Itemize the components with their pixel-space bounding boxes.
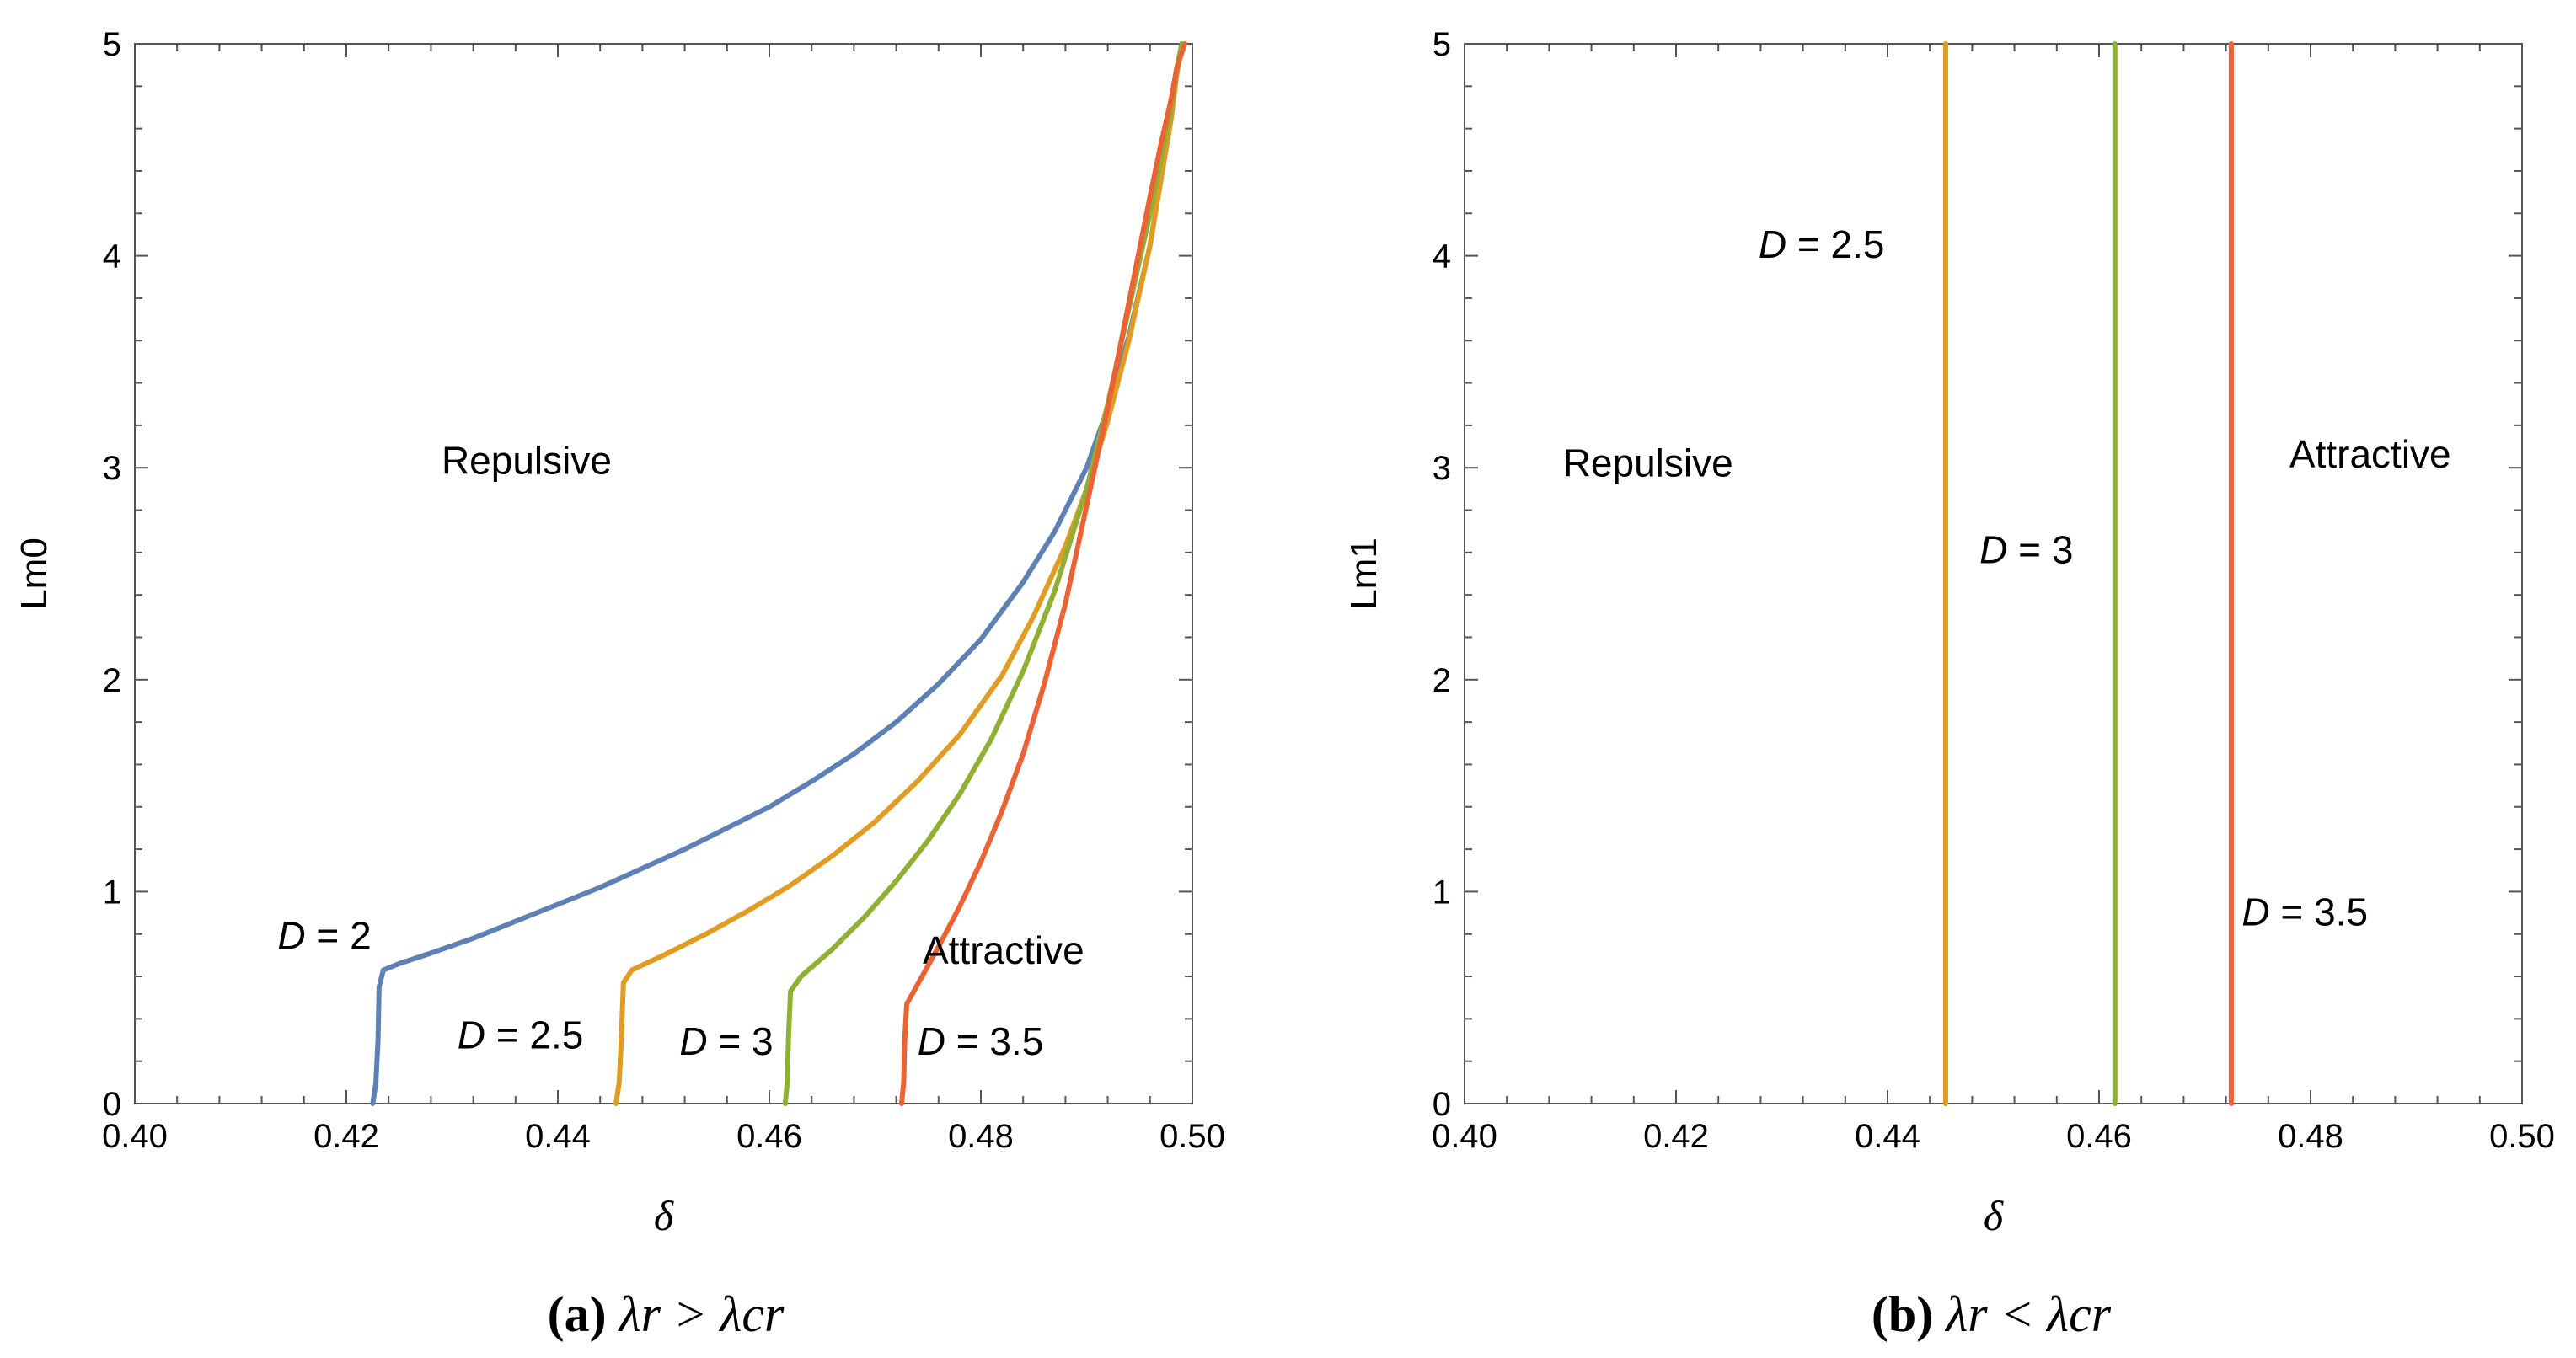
x-tick-label: 0.44 bbox=[1855, 1118, 1920, 1155]
x-tick-label: 0.40 bbox=[102, 1118, 168, 1155]
annotation-var: D bbox=[1759, 222, 1786, 266]
annotation: Repulsive bbox=[442, 439, 612, 483]
panel-caption: (a) λr > λcr bbox=[548, 1286, 785, 1342]
annotation-text: = 2 bbox=[306, 913, 372, 957]
y-tick-label: 3 bbox=[103, 450, 121, 487]
annotation-var: D bbox=[1979, 527, 2007, 571]
annotation-var: D bbox=[277, 913, 305, 957]
panel-b: 0.40 0.42 0.44 0.46 0.48 0.50 0 1 2 3 4 5 δ Lm1 D = 2.… bbox=[1343, 26, 2555, 1342]
annotation-text: = 3.5 bbox=[945, 1019, 1043, 1063]
annotation-text: Repulsive bbox=[1563, 441, 1733, 484]
annotation-text: = 3 bbox=[2007, 527, 2073, 571]
caption-gap bbox=[1933, 1286, 1946, 1342]
x-tick-label: 0.50 bbox=[1159, 1118, 1225, 1155]
plot-frame bbox=[134, 43, 1193, 1104]
caption-letter: (b) bbox=[1872, 1286, 1933, 1342]
y-tick-label: 5 bbox=[103, 26, 121, 63]
y-tick-label: 0 bbox=[103, 1086, 121, 1123]
y-tick-label: 5 bbox=[1433, 26, 1451, 63]
annotation-var: D bbox=[2241, 890, 2269, 934]
series-line-3 bbox=[898, 41, 1188, 1106]
annotation-var: D bbox=[458, 1013, 485, 1057]
y-tick-label: 2 bbox=[103, 662, 121, 699]
annotation: D = 2.5 bbox=[458, 1013, 584, 1057]
annotation-text: Attractive bbox=[2289, 432, 2451, 476]
x-tick-label: 0.42 bbox=[1643, 1118, 1709, 1155]
x-tick-label: 0.42 bbox=[313, 1118, 379, 1155]
y-tick-label: 2 bbox=[1433, 662, 1451, 699]
annotation-var: D bbox=[679, 1019, 707, 1063]
annotation-text: Repulsive bbox=[442, 439, 612, 483]
caption-formula: λr < λcr bbox=[1944, 1286, 2111, 1342]
annotation-text: = 3 bbox=[708, 1019, 774, 1063]
annotation-text: = 2.5 bbox=[1786, 222, 1884, 266]
y-tick-label: 3 bbox=[1433, 450, 1451, 487]
annotation: D = 3.5 bbox=[918, 1019, 1044, 1063]
x-tick-label: 0.46 bbox=[736, 1118, 802, 1155]
panel-caption: (b) λr < λcr bbox=[1872, 1286, 2112, 1342]
annotation: D = 2 bbox=[277, 913, 371, 957]
annotation-text: Attractive bbox=[923, 928, 1084, 972]
y-tick-label: 0 bbox=[1433, 1086, 1451, 1123]
x-axis-label: δ bbox=[1984, 1192, 2004, 1239]
annotation: Attractive bbox=[2289, 432, 2451, 476]
caption-gap bbox=[607, 1286, 619, 1342]
x-tick-label: 0.48 bbox=[948, 1118, 1014, 1155]
y-tick-label: 1 bbox=[103, 874, 121, 911]
caption-letter: (a) bbox=[548, 1286, 607, 1342]
plot-frame bbox=[1464, 43, 2523, 1104]
x-tick-label: 0.50 bbox=[2489, 1118, 2555, 1155]
y-tick-label: 4 bbox=[1433, 238, 1451, 275]
annotation-text: = 2.5 bbox=[485, 1013, 583, 1057]
annotation: D = 3 bbox=[1979, 527, 2073, 571]
x-tick-label: 0.48 bbox=[2278, 1118, 2343, 1155]
y-axis-label: Lm0 bbox=[13, 537, 55, 610]
annotation-var: D bbox=[918, 1019, 945, 1063]
y-axis-label: Lm1 bbox=[1343, 537, 1384, 610]
annotation: D = 3.5 bbox=[2241, 890, 2368, 934]
annotation: D = 3 bbox=[679, 1019, 773, 1063]
x-tick-label: 0.44 bbox=[525, 1118, 591, 1155]
annotation-text: = 3.5 bbox=[2270, 890, 2368, 934]
annotation: Repulsive bbox=[1563, 441, 1733, 484]
x-tick-label: 0.40 bbox=[1432, 1118, 1497, 1155]
y-tick-label: 4 bbox=[103, 238, 121, 275]
caption-formula: λr > λcr bbox=[618, 1286, 785, 1342]
series-line-2 bbox=[782, 41, 1185, 1106]
x-tick-label: 0.46 bbox=[2066, 1118, 2132, 1155]
x-axis-label: δ bbox=[654, 1192, 674, 1239]
series-line-1 bbox=[613, 41, 1185, 1106]
annotation: Attractive bbox=[923, 928, 1084, 972]
y-tick-label: 1 bbox=[1433, 874, 1451, 911]
annotation: D = 2.5 bbox=[1759, 222, 1885, 266]
